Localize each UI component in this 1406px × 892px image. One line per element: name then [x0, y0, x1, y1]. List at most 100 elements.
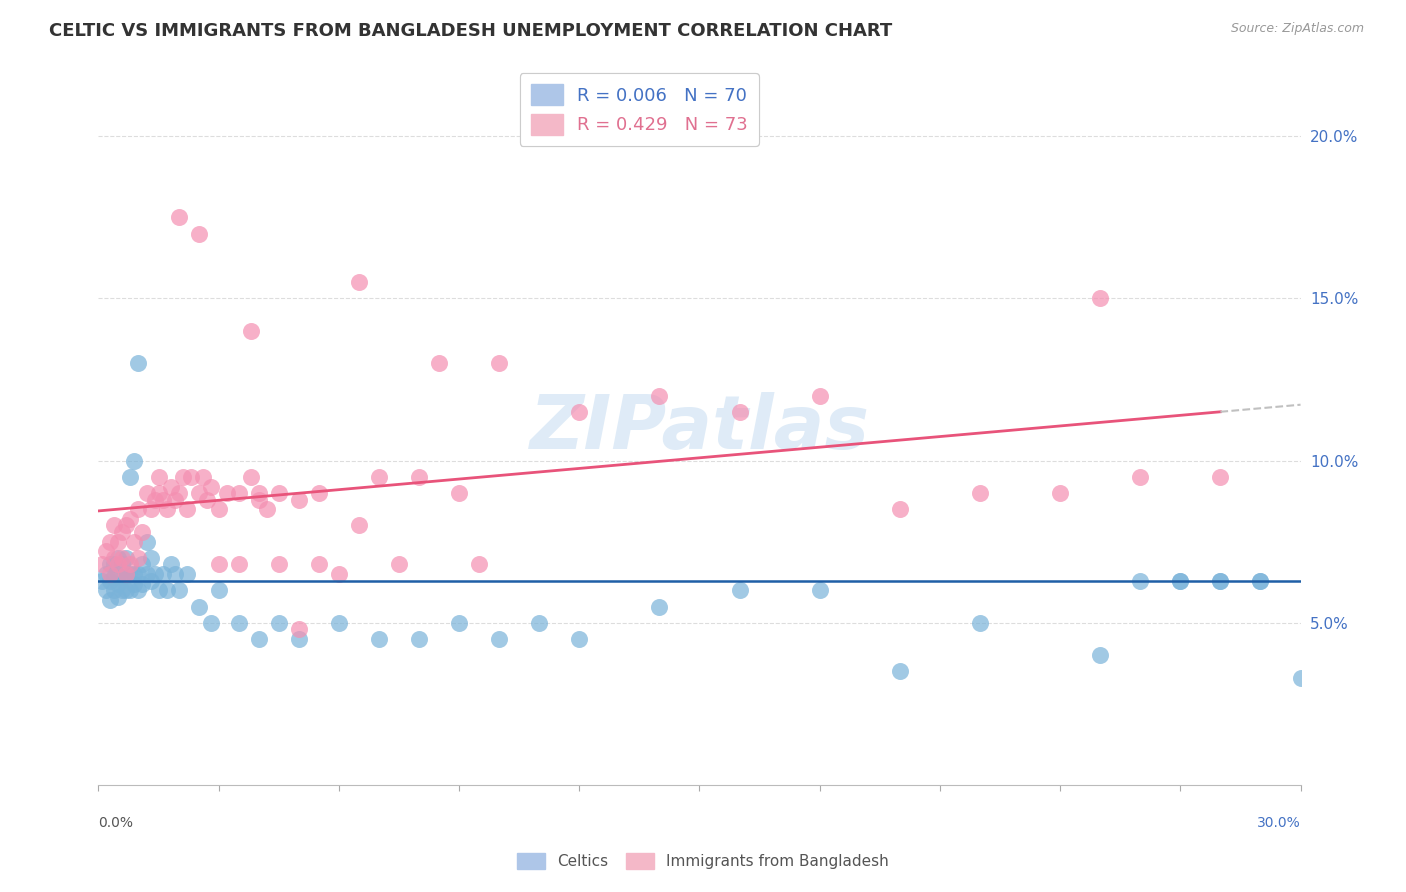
Point — [120, 583, 142, 598]
Point — [167, 583, 190, 598]
Point — [200, 479, 222, 493]
Point — [447, 615, 470, 630]
Point — [187, 227, 209, 241]
Point — [152, 567, 174, 582]
Point — [131, 558, 153, 572]
Point — [889, 502, 911, 516]
Point — [648, 599, 671, 614]
Point — [124, 567, 146, 582]
Point — [328, 567, 350, 582]
Text: 30.0%: 30.0% — [1257, 816, 1301, 830]
Point — [103, 570, 125, 584]
Point — [728, 405, 751, 419]
Text: Source: ZipAtlas.com: Source: ZipAtlas.com — [1230, 22, 1364, 36]
Point — [155, 583, 177, 598]
Point — [228, 615, 250, 630]
Point — [107, 590, 129, 604]
Point — [208, 502, 231, 516]
Point — [107, 558, 129, 572]
Point — [347, 275, 370, 289]
Point — [115, 518, 138, 533]
Point — [128, 583, 150, 598]
Point — [163, 567, 186, 582]
Point — [808, 583, 831, 598]
Point — [247, 486, 270, 500]
Text: 0.0%: 0.0% — [98, 816, 134, 830]
Point — [115, 567, 138, 582]
Point — [100, 534, 122, 549]
Point — [1250, 574, 1272, 588]
Point — [247, 492, 270, 507]
Point — [1209, 574, 1232, 588]
Point — [131, 577, 153, 591]
Point — [468, 558, 491, 572]
Point — [128, 502, 150, 516]
Point — [143, 567, 166, 582]
Point — [368, 470, 391, 484]
Point — [135, 486, 157, 500]
Point — [388, 558, 411, 572]
Point — [228, 486, 250, 500]
Point — [115, 550, 138, 565]
Point — [267, 486, 290, 500]
Point — [308, 558, 330, 572]
Point — [176, 567, 198, 582]
Point — [1088, 292, 1111, 306]
Point — [447, 486, 470, 500]
Point — [176, 502, 198, 516]
Point — [143, 492, 166, 507]
Point — [163, 492, 186, 507]
Point — [100, 558, 122, 572]
Point — [148, 470, 170, 484]
Legend: R = 0.006   N = 70, R = 0.429   N = 73: R = 0.006 N = 70, R = 0.429 N = 73 — [520, 73, 759, 145]
Point — [139, 502, 162, 516]
Point — [91, 574, 114, 588]
Point — [148, 486, 170, 500]
Legend: Celtics, Immigrants from Bangladesh: Celtics, Immigrants from Bangladesh — [510, 847, 896, 875]
Point — [111, 570, 134, 584]
Point — [96, 567, 118, 582]
Point — [115, 583, 138, 598]
Point — [368, 632, 391, 646]
Point — [96, 583, 118, 598]
Point — [1129, 574, 1152, 588]
Point — [191, 470, 214, 484]
Point — [120, 567, 142, 582]
Point — [288, 492, 311, 507]
Point — [308, 486, 330, 500]
Point — [111, 558, 134, 572]
Point — [728, 583, 751, 598]
Point — [208, 558, 231, 572]
Point — [172, 470, 194, 484]
Point — [159, 479, 181, 493]
Point — [100, 567, 122, 582]
Point — [208, 583, 231, 598]
Point — [107, 577, 129, 591]
Point — [111, 524, 134, 539]
Point — [148, 583, 170, 598]
Point — [529, 615, 551, 630]
Point — [139, 550, 162, 565]
Point — [107, 550, 129, 565]
Point — [488, 632, 510, 646]
Point — [128, 550, 150, 565]
Point — [288, 622, 311, 636]
Point — [107, 534, 129, 549]
Point — [969, 486, 991, 500]
Point — [135, 534, 157, 549]
Point — [1049, 486, 1071, 500]
Point — [155, 502, 177, 516]
Point — [1170, 574, 1192, 588]
Point — [115, 567, 138, 582]
Point — [100, 574, 122, 588]
Text: CELTIC VS IMMIGRANTS FROM BANGLADESH UNEMPLOYMENT CORRELATION CHART: CELTIC VS IMMIGRANTS FROM BANGLADESH UNE… — [49, 22, 893, 40]
Point — [247, 632, 270, 646]
Point — [120, 512, 142, 526]
Point — [103, 583, 125, 598]
Point — [167, 211, 190, 225]
Point — [267, 615, 290, 630]
Point — [107, 567, 129, 582]
Point — [969, 615, 991, 630]
Point — [159, 558, 181, 572]
Point — [568, 405, 591, 419]
